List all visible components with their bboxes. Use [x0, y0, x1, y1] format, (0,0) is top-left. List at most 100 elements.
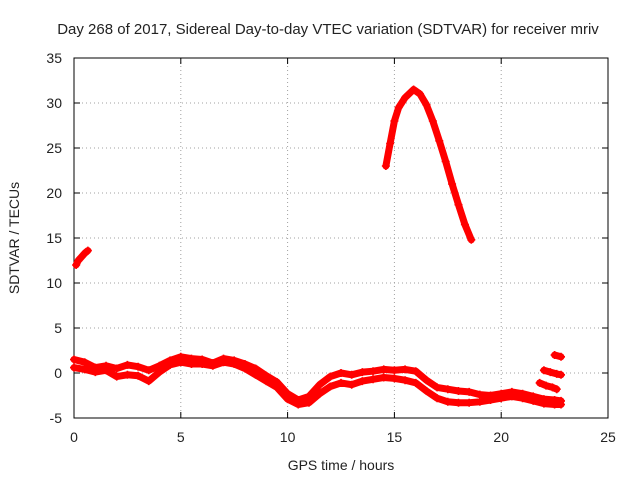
- data-point: [416, 90, 425, 98]
- y-tick-label: 10: [46, 275, 62, 291]
- data-point: [134, 371, 143, 380]
- x-tick-label: 15: [387, 429, 403, 445]
- data-point: [390, 117, 399, 125]
- y-tick-label: 15: [46, 230, 62, 246]
- y-tick-label: 35: [46, 50, 62, 66]
- data-point: [347, 370, 356, 379]
- data-point: [369, 367, 378, 376]
- data-point: [390, 374, 399, 383]
- x-tick-label: 25: [600, 429, 616, 445]
- data-point: [112, 364, 121, 373]
- data-point: [539, 399, 548, 408]
- data-point: [144, 366, 153, 375]
- data-point: [552, 369, 561, 378]
- data-point: [304, 398, 313, 407]
- data-point: [337, 378, 345, 387]
- data-point: [381, 162, 390, 170]
- y-tick-label: 5: [54, 320, 62, 336]
- data-point: [411, 367, 420, 376]
- data-point: [486, 396, 495, 404]
- data-point: [557, 352, 566, 361]
- data-point: [401, 93, 410, 102]
- data-point: [187, 360, 196, 368]
- data-point: [358, 377, 367, 386]
- series-segment-early-high: [72, 246, 92, 269]
- data-point: [70, 355, 78, 364]
- data-point: [337, 369, 345, 377]
- data-point: [548, 383, 557, 392]
- data-point: [80, 365, 89, 374]
- data-point: [518, 394, 527, 403]
- series-segment-late-b: [539, 366, 566, 379]
- data-point: [155, 368, 164, 377]
- data-point: [198, 360, 207, 368]
- data-point: [70, 363, 78, 372]
- data-point: [83, 246, 92, 255]
- data-point: [219, 358, 228, 367]
- series-segment-late-c: [550, 351, 566, 361]
- data-point: [144, 377, 153, 386]
- data-point: [326, 372, 335, 381]
- data-point: [315, 389, 324, 398]
- data-point: [411, 378, 420, 387]
- data-point: [428, 117, 437, 125]
- tick-labels: 0 5 10 15 20 25 -5 0 5 10 15 20 25 30 35: [46, 50, 616, 445]
- data-point: [539, 366, 548, 375]
- series-segment-low-b: [70, 358, 566, 409]
- y-tick-label: 25: [46, 140, 62, 156]
- data-point: [409, 85, 418, 94]
- data-point: [535, 378, 544, 387]
- series-band: [536, 379, 561, 393]
- data-point: [176, 358, 185, 367]
- data-point: [91, 368, 100, 377]
- data-point: [529, 396, 538, 405]
- data-point: [454, 398, 463, 407]
- data-point: [123, 360, 132, 369]
- data-point: [422, 387, 431, 395]
- data-point: [123, 370, 132, 379]
- data-point: [454, 387, 463, 395]
- data-point: [435, 136, 444, 145]
- data-point: [102, 366, 111, 375]
- data-point: [422, 376, 431, 385]
- data-point: [283, 395, 292, 404]
- series-segment-late: [535, 378, 561, 394]
- x-tick-label: 5: [177, 429, 185, 445]
- data-point: [441, 157, 450, 166]
- data-point: [443, 385, 452, 394]
- data-point: [557, 370, 566, 379]
- data-point: [460, 220, 469, 229]
- data-point: [379, 365, 388, 374]
- data-point: [475, 397, 484, 406]
- data-point: [401, 365, 410, 374]
- chart-title: Day 268 of 2017, Sidereal Day-to-day VTE…: [57, 21, 599, 38]
- data-point: [240, 364, 249, 373]
- data-point: [552, 385, 561, 394]
- data-point: [315, 380, 324, 389]
- data-point: [272, 383, 281, 392]
- data-point: [542, 381, 551, 390]
- data-point: [433, 383, 442, 392]
- data-point: [497, 394, 506, 403]
- data-series: [70, 85, 566, 409]
- y-tick-label: 20: [46, 185, 62, 201]
- x-tick-label: 0: [70, 429, 78, 445]
- data-point: [475, 390, 484, 399]
- data-point: [550, 351, 559, 359]
- data-point: [379, 373, 388, 382]
- data-point: [465, 398, 474, 407]
- series-band: [382, 86, 475, 244]
- data-point: [166, 360, 175, 369]
- y-tick-label: -5: [50, 410, 63, 426]
- y-tick-label: 0: [54, 365, 62, 381]
- data-point: [230, 360, 239, 368]
- data-point: [251, 370, 260, 379]
- data-point: [465, 387, 474, 396]
- data-point: [208, 361, 217, 370]
- data-point: [72, 261, 81, 269]
- x-tick-label: 10: [280, 429, 296, 445]
- y-tick-label: 30: [46, 95, 62, 111]
- data-point: [394, 103, 403, 112]
- series-segment-peak: [381, 85, 476, 244]
- data-point: [112, 372, 121, 381]
